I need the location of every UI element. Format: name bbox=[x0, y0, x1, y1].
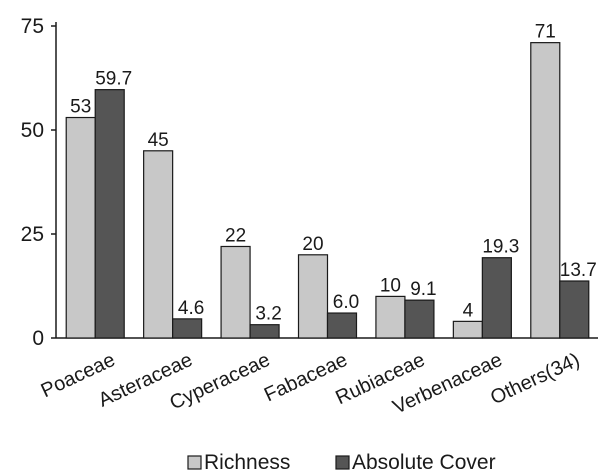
data-label: 59.7 bbox=[95, 69, 132, 90]
category-labels: PoaceaeAsteraceaeCyperaceaeFabaceaeRubia… bbox=[38, 349, 583, 419]
data-label: 20 bbox=[302, 234, 323, 255]
data-label: 22 bbox=[225, 225, 246, 246]
legend-swatch-richness bbox=[187, 455, 202, 470]
data-label: 4.6 bbox=[178, 298, 204, 319]
data-label: 6.0 bbox=[333, 292, 359, 313]
bar-richness bbox=[143, 150, 174, 339]
y-tick-label: 50 bbox=[21, 119, 44, 142]
bar-absolute-cover bbox=[404, 299, 435, 339]
data-label: 4 bbox=[463, 300, 474, 321]
data-label: 3.2 bbox=[255, 304, 281, 325]
bar-richness bbox=[297, 254, 329, 339]
chart-bars bbox=[65, 42, 590, 339]
y-axis-ticks: 0 25 50 75 bbox=[21, 15, 56, 350]
bar-absolute-cover bbox=[326, 312, 358, 339]
legend-label: Absolute Cover bbox=[352, 451, 496, 474]
legend-swatch-absolute-cover bbox=[335, 455, 350, 470]
data-label: 53 bbox=[70, 97, 91, 118]
bar-richness bbox=[452, 320, 483, 339]
data-label: 13.7 bbox=[560, 260, 597, 281]
y-tick-label: 25 bbox=[21, 223, 44, 246]
y-tick-label: 75 bbox=[21, 15, 44, 38]
bar-richness bbox=[530, 42, 561, 339]
y-tick-label: 0 bbox=[32, 327, 44, 350]
bar-richness bbox=[375, 295, 406, 339]
bar-absolute-cover bbox=[559, 280, 590, 339]
bar-absolute-cover bbox=[172, 318, 203, 339]
legend: Richness Absolute Cover bbox=[187, 451, 496, 474]
data-label: 10 bbox=[380, 275, 401, 296]
bar-absolute-cover bbox=[94, 89, 125, 339]
data-label: 9.1 bbox=[410, 279, 436, 300]
data-label: 45 bbox=[148, 130, 169, 151]
bar-richness bbox=[65, 116, 96, 339]
data-label: 19.3 bbox=[482, 237, 519, 258]
category-label: Others(34) bbox=[487, 349, 583, 409]
bar-richness bbox=[220, 245, 251, 339]
bar-absolute-cover bbox=[481, 257, 512, 339]
data-label: 71 bbox=[535, 22, 556, 43]
legend-label: Richness bbox=[204, 451, 290, 474]
bar-absolute-cover bbox=[249, 324, 280, 339]
